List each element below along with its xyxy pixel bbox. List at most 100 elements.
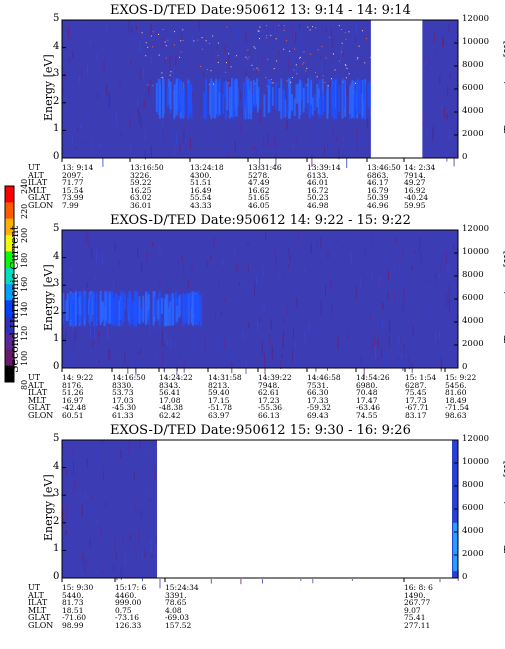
colorbar-tick-label: 180 (20, 252, 29, 268)
ephemeris-label: GLON (28, 200, 54, 210)
y-tick-label: 3 (53, 278, 60, 290)
ephemeris-label: GLAT (28, 193, 51, 202)
ephemeris-value: 3226. (130, 170, 152, 180)
ephemeris-value: 7914. (404, 170, 426, 180)
ephemeris-value: 81.73 (62, 598, 84, 607)
ephemeris-value: 14:31:58 (208, 373, 242, 382)
ephemeris-value: 14:39:22 (258, 373, 292, 382)
y-axis-label: Energy [eV] (42, 474, 55, 541)
ephemeris-value: 43.33 (190, 200, 212, 210)
ephemeris-value: 5278. (248, 170, 270, 180)
y-axis-label: Energy [eV] (42, 54, 55, 121)
ephemeris-value: 66.13 (258, 410, 280, 420)
ephemeris-value: 157.52 (165, 620, 192, 630)
y2-tick-label: 0 (462, 362, 468, 372)
ephemeris-value: 46.98 (307, 200, 329, 210)
ephemeris-value: 74.55 (356, 410, 378, 420)
y2-tick-label: 2000 (462, 339, 484, 349)
ephemeris-label: ALT (28, 380, 44, 390)
y-tick-label: 4 (53, 250, 60, 262)
ephemeris-value: -51.78 (208, 403, 233, 412)
ephemeris-value: 0.75 (115, 605, 132, 615)
ephemeris-value: 8330. (112, 380, 134, 390)
ephemeris-value: -45.30 (112, 403, 137, 412)
ephemeris-value: 15.54 (62, 185, 84, 195)
ephemeris-value: 17.08 (159, 395, 181, 405)
ephemeris-label: MLT (28, 395, 47, 405)
y-tick-label: 2 (53, 305, 60, 317)
ephemeris-value: -42.48 (62, 403, 87, 412)
ephemeris-value: 16.92 (404, 185, 426, 195)
ephemeris-label: GLON (28, 620, 54, 630)
data-gap (370, 19, 423, 159)
y-tick-label: 0 (53, 571, 60, 582)
ephemeris-value: 14: 2:34 (404, 163, 436, 172)
ephemeris-label: MLT (28, 605, 47, 615)
ephemeris-value: 267.77 (404, 598, 431, 607)
ephemeris-value: 47.49 (248, 178, 270, 187)
colorbar-tick-label: 140 (20, 301, 29, 317)
y-axis-label: Energy [eV] (42, 264, 55, 331)
ephemeris-value: 16.49 (190, 185, 212, 195)
colorbar-tick-label: 80 (20, 379, 29, 390)
ephemeris-value: 7948. (258, 380, 280, 390)
ephemeris-value: 7.99 (62, 200, 79, 210)
y-tick-label: 1 (53, 333, 60, 345)
colorbar-tick-label: 200 (20, 227, 29, 243)
ephemeris-value: -71.54 (445, 403, 470, 412)
ephemeris-value: -73.16 (115, 613, 140, 622)
y-tick-label: 5 (53, 13, 60, 24)
y2-tick-label: 0 (462, 572, 468, 582)
colorbar-swatch (5, 267, 14, 285)
ephemeris-label: GLAT (28, 403, 51, 412)
colorbar-swatch (5, 284, 14, 301)
ephemeris-value: 14:46:58 (307, 373, 341, 382)
y2-tick-label: 2000 (462, 129, 484, 139)
ephemeris-value: 51.51 (190, 178, 212, 187)
ephemeris-value: 73.99 (62, 193, 84, 202)
ephemeris-value: 15: 9:30 (62, 583, 94, 592)
ephemeris-value: 14:16:50 (112, 373, 146, 382)
ephemeris-value: 60.51 (62, 410, 84, 420)
ephemeris-value: 63.97 (208, 410, 230, 420)
y-tick-label: 0 (53, 361, 60, 372)
y-tick-label: 2 (53, 95, 60, 107)
ephemeris-value: -63.46 (356, 403, 381, 412)
ephemeris-value: 55.54 (190, 193, 212, 202)
ephemeris-value: 16: 8: 6 (404, 583, 433, 592)
y-tick-label: 1 (53, 543, 60, 555)
y2-tick-label: 10000 (462, 457, 490, 467)
panel-1-heatmap (61, 19, 459, 170)
ephemeris-value: 14: 9:22 (62, 373, 94, 382)
ephemeris-value: 46.05 (248, 200, 270, 210)
ephemeris-value: 15: 9:22 (445, 373, 477, 382)
ephemeris-value: 98.63 (445, 410, 467, 420)
ephemeris-value: 63.02 (130, 193, 152, 202)
colorbar-tick-label: 240 (20, 178, 29, 194)
ephemeris-value: -48.38 (159, 403, 184, 412)
ephemeris-value: 6863. (367, 170, 389, 180)
colorbar-swatch (5, 316, 14, 334)
colorbar-swatch (5, 251, 14, 269)
y2-tick-label: 2000 (462, 549, 484, 559)
ephemeris-value: 49.27 (404, 178, 426, 187)
y-tick-label: 0 (53, 151, 60, 162)
ephemeris-value: 75.45 (405, 388, 427, 397)
ephemeris-value: 16.25 (130, 185, 152, 195)
colorbar-tick-label: 220 (20, 203, 29, 219)
ephemeris-value: 15: 1:54 (405, 373, 437, 382)
ephemeris-value: 62.42 (159, 410, 181, 420)
colorbar-tick-label: 100 (20, 350, 29, 366)
colorbar-swatch (5, 186, 14, 203)
ephemeris-value: 50.39 (367, 193, 389, 202)
ephemeris-value: -55.36 (258, 403, 283, 412)
ephemeris-value: 69.43 (307, 410, 329, 420)
colorbar-swatch (5, 202, 14, 220)
ephemeris-value: 78.65 (165, 598, 187, 607)
ephemeris-value: 17.47 (356, 395, 378, 405)
colorbar-swatch (5, 333, 14, 350)
ephemeris-value: 62.61 (258, 388, 280, 397)
ephemeris-label: ILAT (28, 178, 48, 187)
panel-1-title: EXOS-D/TED Date:950612 13: 9:14 - 14: 9:… (110, 3, 411, 18)
panel-2-heatmap (61, 229, 459, 379)
